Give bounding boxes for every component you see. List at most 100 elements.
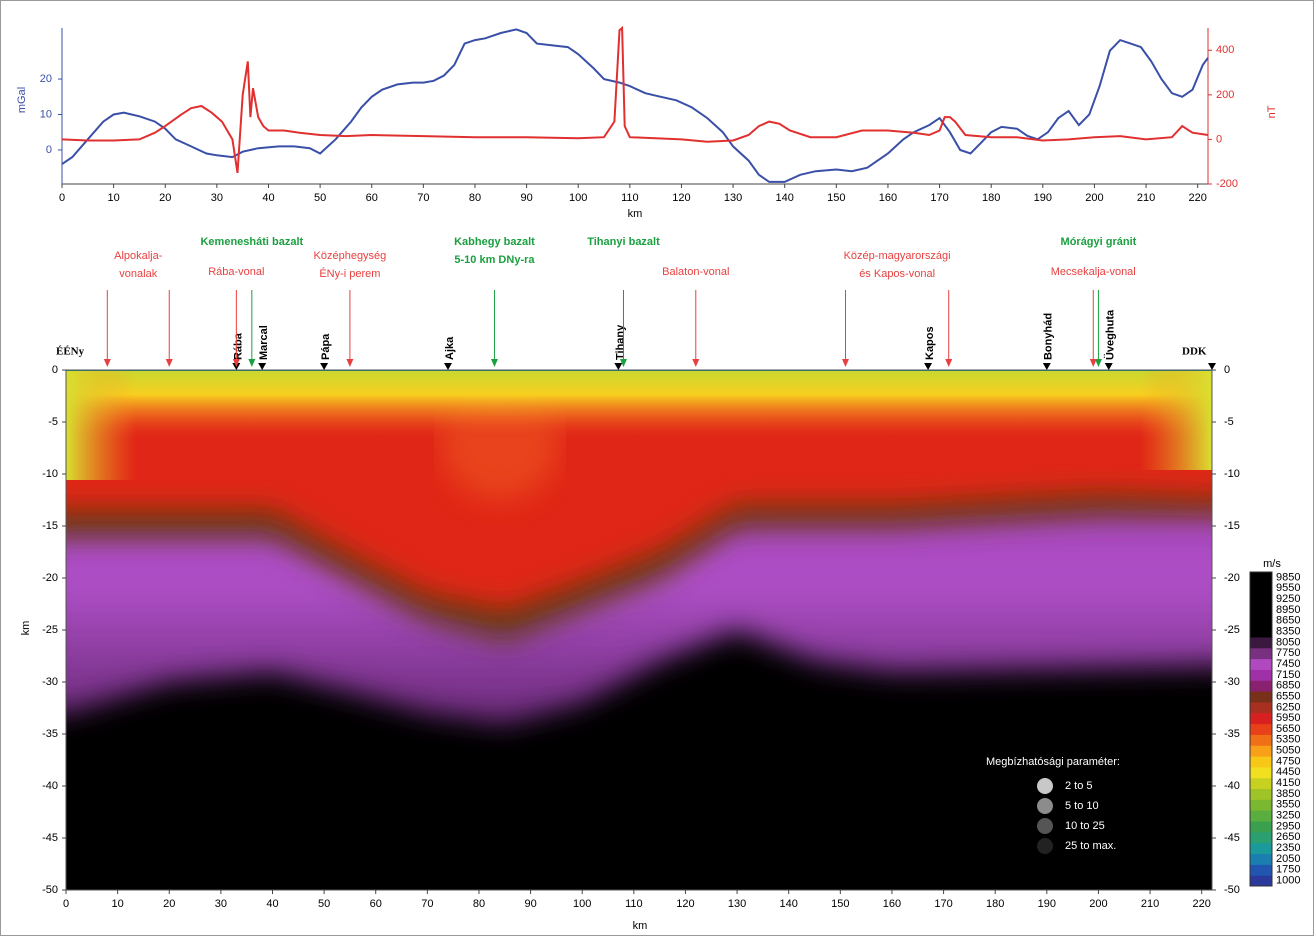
colorbar-cell [1250, 864, 1272, 876]
station-label: Ajka [444, 336, 456, 360]
colorbar-label: 7450 [1276, 658, 1300, 670]
station-marker [924, 363, 933, 370]
colorbar-label: 2050 [1276, 853, 1300, 865]
colorbar-cell [1250, 691, 1272, 703]
annotation-arrowhead [1089, 359, 1097, 367]
colorbar-cell [1250, 572, 1272, 584]
x-tick-label: 160 [883, 898, 901, 910]
annotation-arrowhead [841, 359, 849, 367]
legend-label: 25 to max. [1065, 840, 1116, 852]
station-marker [320, 363, 329, 370]
end-label: ÉÉNy [56, 346, 85, 358]
x-tick-label: 170 [934, 898, 952, 910]
station-label: Marcal [258, 325, 270, 360]
y-tick-label: 20 [40, 73, 52, 85]
colorbar-cell [1250, 842, 1272, 855]
colorbar-label: 5650 [1276, 723, 1300, 735]
x-tick-label: 110 [625, 898, 643, 910]
x-tick-label: 210 [1141, 898, 1159, 910]
colorbar-cell [1250, 615, 1272, 627]
x-axis-label: km [633, 920, 648, 932]
colorbar-frame [1249, 571, 1273, 887]
x-tick-label: 40 [262, 192, 274, 204]
colorbar-label: 8950 [1276, 604, 1300, 616]
annotation-arrowhead [620, 359, 628, 367]
station-label: Kapos [924, 326, 936, 360]
colorbar-label: 9550 [1276, 582, 1300, 594]
y2-axis-label: nT [1266, 105, 1278, 118]
x-tick-label: 190 [1038, 898, 1056, 910]
colorbar-label: 5050 [1276, 745, 1300, 757]
x-tick-label: 70 [417, 192, 429, 204]
colorbar-cell [1250, 745, 1272, 757]
station-marker [258, 363, 267, 370]
x-tick-label: 10 [107, 192, 119, 204]
x-tick-label: 60 [370, 898, 382, 910]
colorbar-label: 4450 [1276, 766, 1300, 778]
x-tick-label: 40 [266, 898, 278, 910]
colorbar-label: 8650 [1276, 615, 1300, 627]
x-tick-label: 220 [1192, 898, 1210, 910]
x-tick-label: 20 [159, 192, 171, 204]
colorbar-cell [1250, 756, 1272, 768]
x-tick-label: 130 [724, 192, 742, 204]
y-tick-label: -50 [42, 884, 58, 896]
x-tick-label: 0 [59, 192, 65, 204]
x-tick-label: 20 [163, 898, 175, 910]
x-tick-label: 50 [314, 192, 326, 204]
velocity-section [66, 370, 1212, 890]
y-tick-label-right: -25 [1224, 624, 1240, 636]
annotation: Kabhegy bazalt [454, 236, 535, 248]
colorbar-cell [1250, 636, 1272, 649]
x-tick-label: 180 [982, 192, 1000, 204]
y-tick-label: -30 [42, 676, 58, 688]
y-tick-label-right: -45 [1224, 832, 1240, 844]
annotation-arrowhead [165, 359, 173, 367]
y2-tick-label: 200 [1216, 89, 1234, 101]
legend-label: 5 to 10 [1065, 800, 1099, 812]
x-tick-label: 100 [573, 898, 591, 910]
y-tick-label: -25 [42, 624, 58, 636]
colorbar-cell [1250, 821, 1272, 833]
y-tick-label: -35 [42, 728, 58, 740]
colorbar-label: 9850 [1276, 571, 1300, 583]
colorbar-label: 8050 [1276, 636, 1300, 648]
colorbar-cell [1250, 875, 1272, 887]
annotation: Alpokalja- [114, 250, 163, 262]
annotation: vonalak [119, 268, 157, 280]
x-tick-label: 190 [1034, 192, 1052, 204]
colorbar-label: 5950 [1276, 712, 1300, 724]
station-marker [1042, 363, 1051, 370]
y-tick-label-right: -50 [1224, 884, 1240, 896]
colorbar-cell [1250, 777, 1272, 790]
y-tick-label: 0 [52, 364, 58, 376]
station-label: Tihany [614, 324, 626, 360]
x-tick-label: 80 [469, 192, 481, 204]
colorbar-cell [1250, 701, 1272, 714]
colorbar-cell [1250, 626, 1272, 638]
x-tick-label: 100 [569, 192, 587, 204]
x-tick-label: 10 [111, 898, 123, 910]
x-tick-label: 170 [930, 192, 948, 204]
y-tick-label: -5 [48, 416, 58, 428]
x-tick-label: 0 [63, 898, 69, 910]
station-marker [444, 363, 452, 370]
colorbar-label: 2650 [1276, 831, 1300, 843]
annotation: Mórágyi gránit [1061, 236, 1137, 248]
annotation-arrowhead [248, 359, 256, 367]
colorbar-label: 8350 [1276, 625, 1300, 637]
y-tick-label-right: -35 [1224, 728, 1240, 740]
y-tick-label-right: 0 [1224, 364, 1230, 376]
colorbar-label: 2950 [1276, 820, 1300, 832]
y-tick-label-right: -20 [1224, 572, 1240, 584]
colorbar-label: 2350 [1276, 842, 1300, 854]
x-tick-label: 210 [1137, 192, 1155, 204]
x-tick-label: 140 [780, 898, 798, 910]
x-tick-label: 60 [366, 192, 378, 204]
legend-title: Megbízhatósági paraméter: [986, 756, 1120, 768]
x-tick-label: 130 [728, 898, 746, 910]
colorbar-label: 4750 [1276, 755, 1300, 767]
annotation: 5-10 km DNy-ra [454, 254, 535, 266]
x-tick-label: 70 [421, 898, 433, 910]
